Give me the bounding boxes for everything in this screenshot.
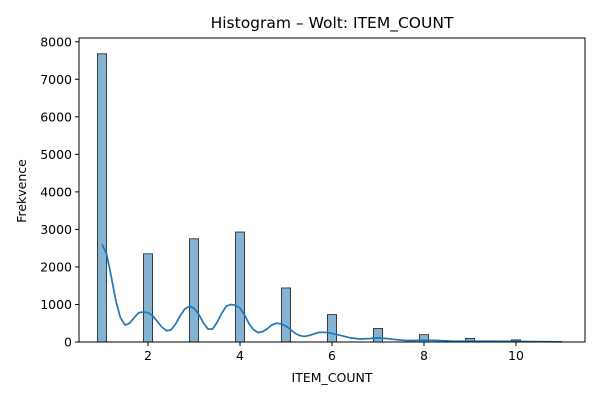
x-tick-label: 4 [236, 348, 244, 363]
axes-frame [78, 37, 586, 343]
chart-title: Histogram – Wolt: ITEM_COUNT [211, 14, 454, 33]
histogram-bar [142, 253, 153, 343]
y-tick-label: 6000 [40, 109, 72, 124]
y-tick-label: 0 [64, 335, 72, 350]
x-axis: 2 4 6 8 10 [144, 342, 524, 363]
plot-area [97, 53, 563, 343]
y-tick-label: 2000 [40, 259, 72, 274]
y-tick-label: 3000 [40, 222, 72, 237]
histogram-bar [280, 287, 291, 343]
histogram-bar [188, 238, 199, 343]
histogram-bar [326, 314, 337, 343]
x-tick-label: 2 [144, 348, 152, 363]
histogram-bar [234, 231, 245, 343]
histogram-bar [97, 53, 108, 343]
x-tick-label: 8 [420, 348, 428, 363]
y-axis-title: Frekvence [14, 159, 29, 223]
x-axis-title: ITEM_COUNT [292, 370, 373, 385]
kde-line [101, 244, 563, 343]
y-tick-label: 1000 [40, 297, 72, 312]
x-tick-label: 6 [328, 348, 336, 363]
y-tick-label: 5000 [40, 147, 72, 162]
y-tick-label: 7000 [40, 72, 72, 87]
y-tick-label: 4000 [40, 184, 72, 199]
x-tick-label: 10 [508, 348, 524, 363]
histogram-bar [372, 328, 383, 343]
y-axis: 0 1000 2000 3000 4000 5000 6000 7000 8000 [40, 34, 79, 350]
y-tick-label: 8000 [40, 34, 72, 49]
